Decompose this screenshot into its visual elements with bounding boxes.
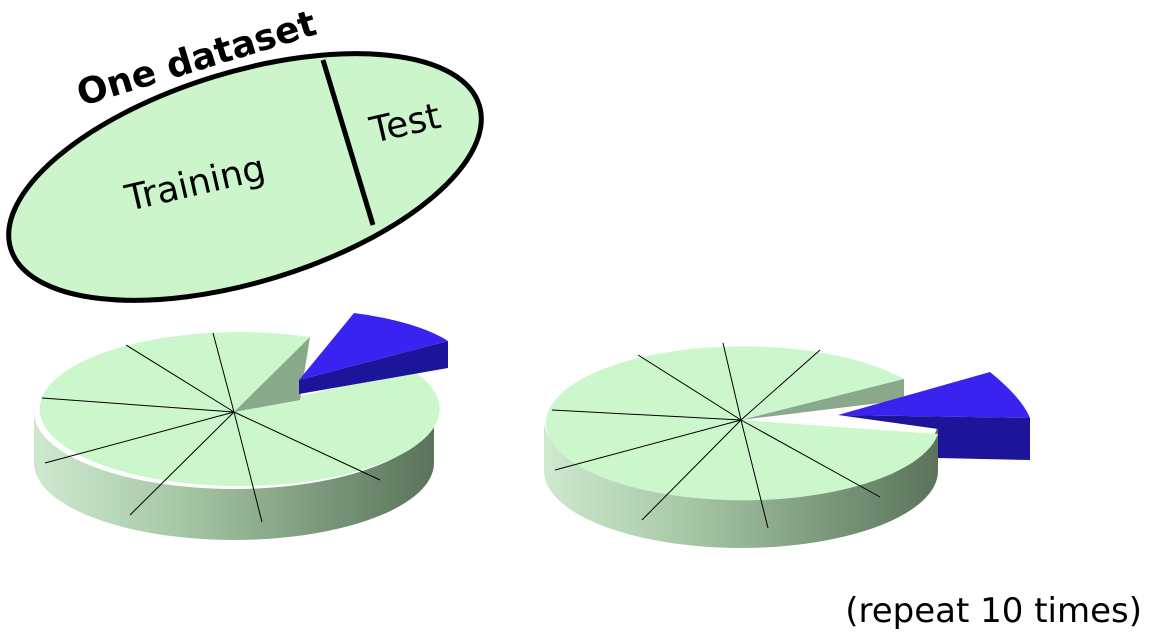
held-out-slice-1	[299, 313, 448, 394]
held-out-slice-2	[838, 372, 1030, 460]
dataset-ellipse: Training Test	[6, 51, 484, 303]
pie-side	[34, 412, 434, 540]
pie-side	[544, 420, 938, 548]
gap-wall	[234, 337, 310, 412]
train-test-divider	[320, 59, 376, 226]
pie-chart-fold-1	[34, 313, 448, 540]
pie-chart-fold-2	[544, 342, 1030, 548]
repeat-note: (repeat 10 times)	[845, 591, 1142, 631]
gap-wall	[741, 379, 904, 420]
pie-top	[39, 332, 440, 487]
